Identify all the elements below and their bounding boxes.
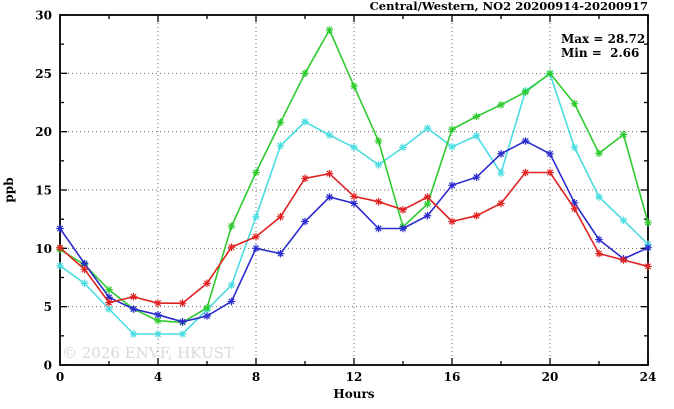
axis-ticks [59, 14, 649, 366]
red-line [56, 168, 652, 307]
y-tick-label: 5 [44, 300, 52, 314]
data-series-layer [56, 26, 652, 338]
x-tick-label: 4 [154, 370, 162, 384]
x-tick-label: 16 [444, 370, 461, 384]
y-tick-label: 15 [35, 184, 52, 198]
watermark: © 2026 ENVF, HKUST [62, 344, 234, 362]
x-tick-label: 8 [252, 370, 260, 384]
y-tick-label: 25 [35, 67, 52, 81]
chart-title: Central/Western, NO2 20200914-20200917 [370, 0, 648, 13]
x-tick-label: 24 [640, 370, 657, 384]
x-tick-labels: 0 4 8 12 16 20 24 [56, 370, 657, 384]
min-annotation: Min = 2.66 [561, 46, 639, 60]
y-tick-labels: 0 5 10 15 20 25 30 [35, 9, 52, 373]
max-annotation: Max = 28.72 [561, 32, 645, 46]
x-axis-label: Hours [333, 387, 374, 401]
x-tick-label: 12 [346, 370, 363, 384]
y-tick-label: 0 [44, 359, 52, 373]
x-tick-label: 0 [56, 370, 64, 384]
y-tick-label: 20 [35, 125, 52, 139]
y-axis-label: ppb [2, 177, 16, 202]
y-tick-label: 10 [35, 242, 52, 256]
red-line-markers [56, 168, 652, 307]
x-tick-label: 20 [542, 370, 559, 384]
y-tick-label: 30 [35, 9, 52, 23]
blue-line [56, 137, 652, 326]
blue-line-markers [56, 137, 652, 326]
